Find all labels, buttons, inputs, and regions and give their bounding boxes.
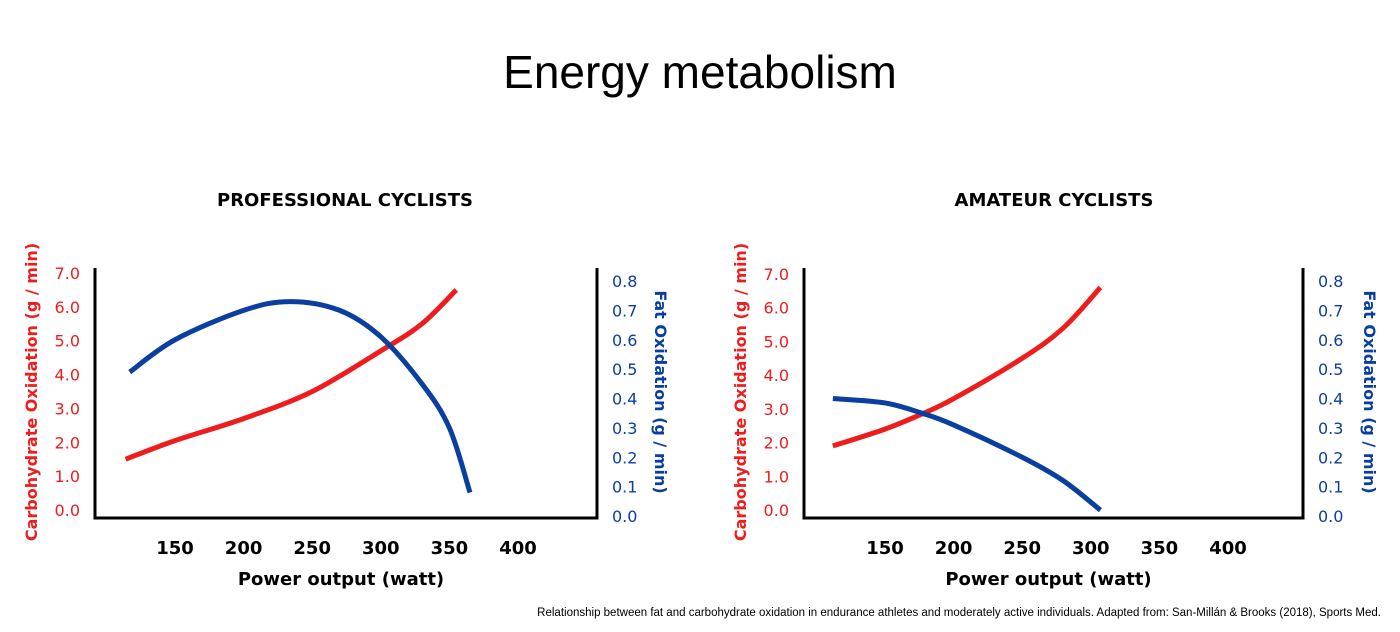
figure-title: Energy metabolism xyxy=(503,46,897,98)
y2-tick-label: 0.4 xyxy=(1318,390,1343,409)
y2-tick-label: 0.7 xyxy=(1318,301,1343,320)
x-tick-label: 400 xyxy=(1209,538,1247,559)
chart-amateur: AMATEUR CYCLISTS 0.0 1.0 2.0 3.0 4.0 5.0 6.0 7.0… xyxy=(731,190,1379,590)
chart-professional: PROFESSIONAL CYCLISTS 0.0 1.0 2.0 3.0 4.0 5.0 6… xyxy=(22,190,670,590)
y-tick-label: 5.0 xyxy=(764,332,789,351)
x-tick-label: 200 xyxy=(225,538,263,559)
y2-tick-label: 0.2 xyxy=(1318,448,1343,467)
y-tick-label: 2.0 xyxy=(764,434,789,453)
y2-tick-label: 0.4 xyxy=(612,390,637,409)
x-tick-label: 350 xyxy=(1141,538,1179,559)
chart-title: PROFESSIONAL CYCLISTS xyxy=(217,190,473,211)
y2-tick-label: 0.6 xyxy=(1318,331,1343,350)
y-tick-label: 5.0 xyxy=(55,332,80,351)
x-tick-label: 300 xyxy=(362,538,400,559)
y-tick-label: 1.0 xyxy=(764,467,789,486)
y-axis-label: Carbohydrate Oxidation (g / min) xyxy=(22,243,41,541)
y-tick-label: 6.0 xyxy=(55,298,80,317)
x-tick-label: 150 xyxy=(156,538,194,559)
y-tick-label: 4.0 xyxy=(764,366,789,385)
y2-tick-label: 0.2 xyxy=(612,448,637,467)
y-tick-label: 3.0 xyxy=(764,400,789,419)
y-tick-label: 7.0 xyxy=(55,264,80,283)
y2-tick-label: 0.8 xyxy=(612,272,637,291)
y-tick-label: 7.0 xyxy=(764,265,789,284)
axes-frame xyxy=(802,268,1305,520)
y-tick-label: 4.0 xyxy=(55,366,80,385)
fat-oxidation-line xyxy=(832,396,1102,513)
y2-tick-label: 0.6 xyxy=(612,331,637,350)
y2-tick-label: 0.1 xyxy=(612,478,637,497)
y2-tick-label: 0.3 xyxy=(1318,419,1343,438)
x-tick-label: 350 xyxy=(431,538,469,559)
caption: Relationship between fat and carbohydrat… xyxy=(537,607,1381,619)
axes-frame xyxy=(93,268,599,520)
y-tick-label: 0.0 xyxy=(55,501,80,520)
x-axis-label: Power output (watt) xyxy=(238,569,444,590)
x-axis-label: Power output (watt) xyxy=(945,569,1151,590)
y2-tick-label: 0.7 xyxy=(612,301,637,320)
y-tick-label: 2.0 xyxy=(55,433,80,452)
y-axis-label: Carbohydrate Oxidation (g / min) xyxy=(731,243,750,541)
y2-tick-label: 0.1 xyxy=(1318,478,1343,497)
x-tick-label: 200 xyxy=(935,538,973,559)
y-tick-label: 0.0 xyxy=(764,501,789,520)
carbohydrate-oxidation-line xyxy=(124,288,459,462)
y2-axis-label: Fat Oxidation (g / min) xyxy=(651,290,670,493)
x-tick-label: 400 xyxy=(499,538,537,559)
x-tick-label: 250 xyxy=(293,538,331,559)
y2-tick-label: 0.0 xyxy=(1318,507,1343,526)
y2-tick-label: 0.3 xyxy=(612,419,637,438)
y2-tick-label: 0.5 xyxy=(1318,360,1343,379)
y-tick-label: 6.0 xyxy=(764,299,789,318)
y-tick-label: 1.0 xyxy=(55,467,80,486)
y2-tick-label: 0.0 xyxy=(612,507,637,526)
y2-tick-label: 0.8 xyxy=(1318,272,1343,291)
carbohydrate-oxidation-line xyxy=(832,285,1103,449)
x-tick-label: 150 xyxy=(866,538,904,559)
chart-title: AMATEUR CYCLISTS xyxy=(955,190,1154,211)
y-tick-label: 3.0 xyxy=(55,399,80,418)
x-tick-label: 250 xyxy=(1003,538,1041,559)
x-tick-label: 300 xyxy=(1072,538,1110,559)
y2-axis-label: Fat Oxidation (g / min) xyxy=(1360,290,1379,493)
y2-tick-label: 0.5 xyxy=(612,360,637,379)
fat-oxidation-line xyxy=(128,299,473,494)
